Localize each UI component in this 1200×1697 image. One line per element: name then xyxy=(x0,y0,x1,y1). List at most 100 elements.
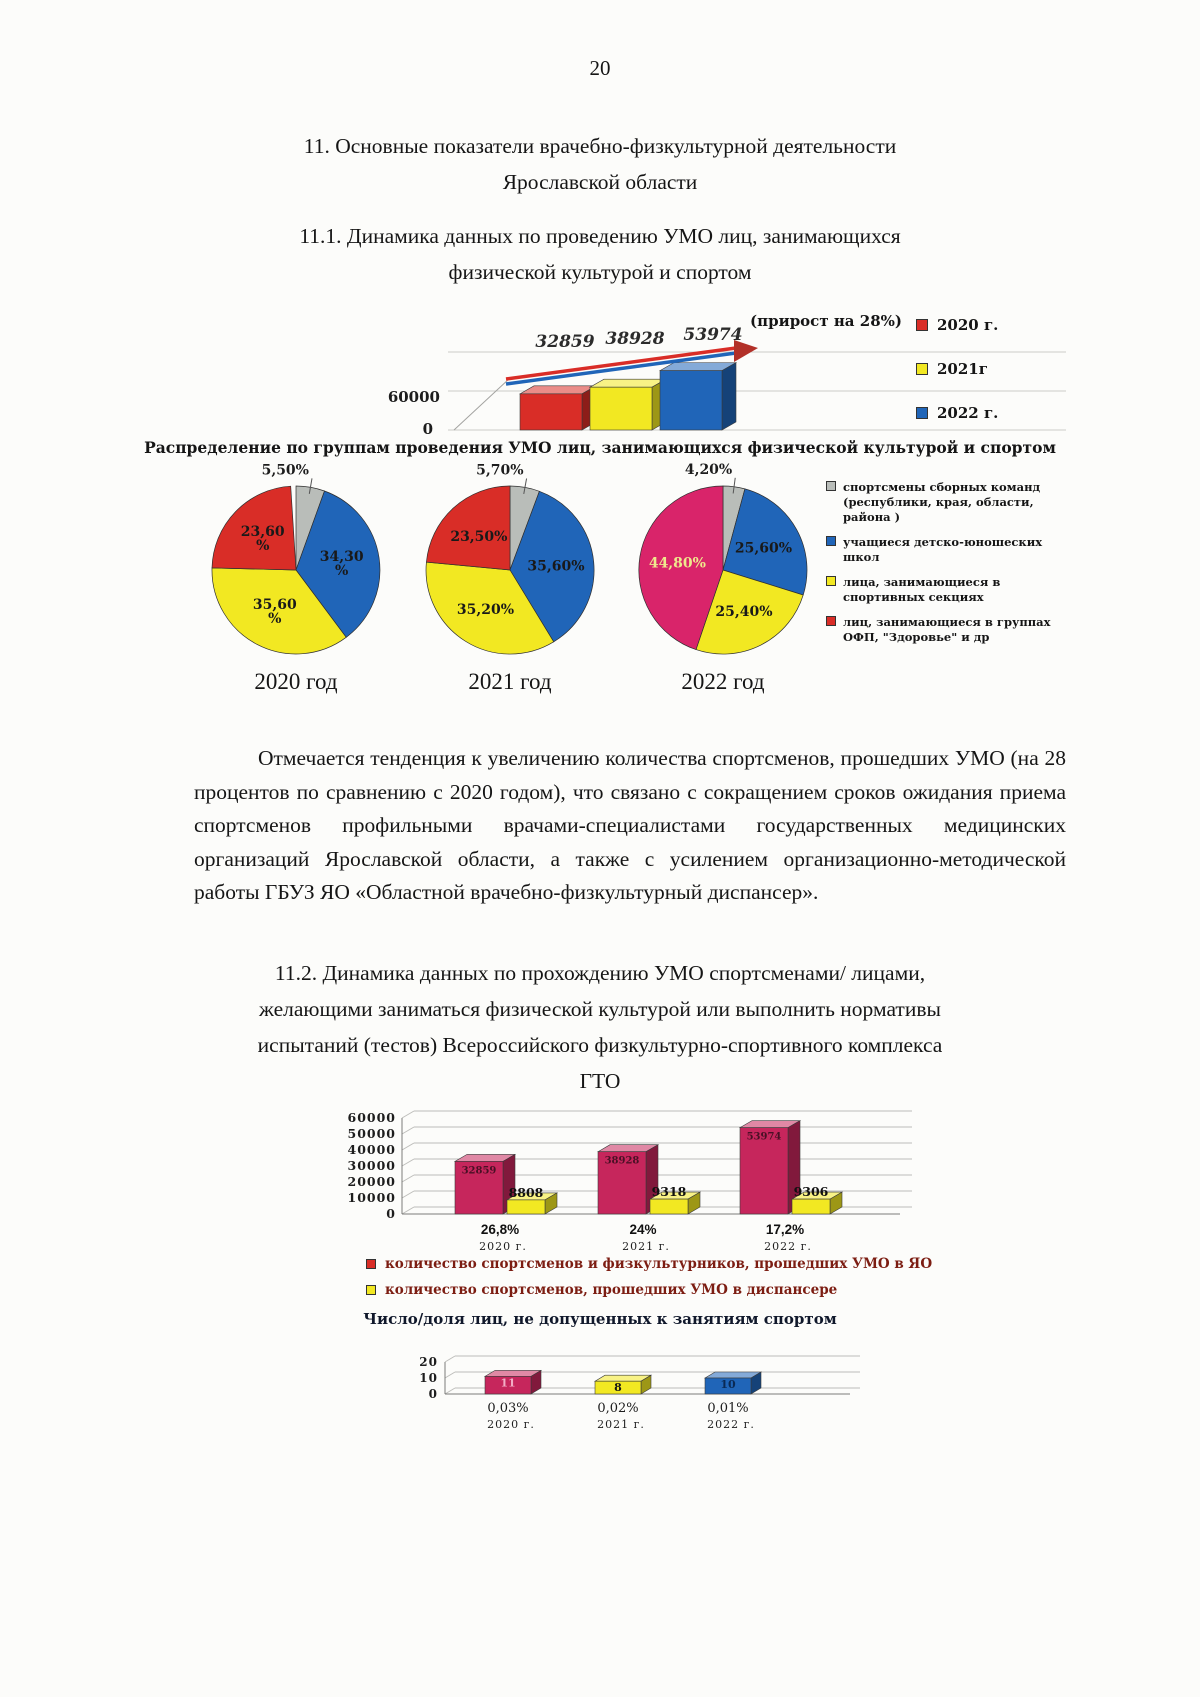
total-bar-2022 г.-side xyxy=(721,362,737,431)
pie-2022-chart: 4,20% 25,60% 25,40% 44,80% xyxy=(638,462,808,655)
not-admitted-bar-2021 г. xyxy=(594,1380,642,1395)
pies-legend-item-sections: лица, занимающиеся в спортивных секциях xyxy=(826,575,1066,605)
pie-slice xyxy=(425,561,555,655)
y-tick: 0 xyxy=(429,1387,438,1401)
legend-item-2021: 2021г xyxy=(916,360,998,378)
pies-legend-label-ofp: лиц, занимающиеся в группах ОФП, "Здоров… xyxy=(843,614,1051,644)
bar-value-label: 9306 xyxy=(794,1184,829,1199)
page-number: 20 xyxy=(589,56,611,80)
dispanser-bar-2021 г. xyxy=(649,1198,689,1215)
legend-swatch-2021 xyxy=(916,363,928,375)
y-tick: 20 xyxy=(419,1355,438,1369)
bar-value-label: 8 xyxy=(614,1381,622,1394)
y-tick: 50000 xyxy=(348,1126,397,1141)
share-label: 0,03% xyxy=(487,1401,528,1416)
bar-value-label: 38928 xyxy=(605,329,664,349)
y-tick: 0 xyxy=(423,420,433,438)
gridline xyxy=(401,1110,415,1119)
pie-2020-year-label: 2020 год xyxy=(254,669,338,694)
legend-swatch-2020 xyxy=(916,319,928,331)
pie-2022-year-label: 2022 год xyxy=(681,669,765,694)
pies-legend-item-schools: учащиеся детско-юношеских школ xyxy=(826,535,1066,565)
pie-slice xyxy=(295,490,381,638)
pie-slice xyxy=(638,485,724,651)
pie-leader-line xyxy=(523,478,528,495)
pies-legend-item-ofp: лиц, занимающиеся в группах ОФП, "Здоров… xyxy=(826,615,1066,645)
trend-arrow-blue-stripe xyxy=(505,351,737,386)
gto-legend-label-umo-yo: количество спортсменов и физкультурников… xyxy=(385,1256,933,1272)
gto-legend-label-dispanser: количество спортсменов, прошедших УМО в … xyxy=(385,1282,838,1298)
bar-value-label: 11 xyxy=(500,1376,515,1389)
umo-bar-2021 г. xyxy=(597,1151,647,1215)
pie-2020-chart: 5,50% 34,30 % 35,60 % 23,60% xyxy=(211,462,381,655)
share-label: 17,2% xyxy=(766,1222,804,1237)
y-tick: 40000 xyxy=(348,1142,397,1157)
gridline xyxy=(444,1371,456,1379)
gridline xyxy=(444,1387,456,1395)
bar-value-label: 53974 xyxy=(747,1132,782,1143)
pies-legend-swatch-schools xyxy=(826,535,836,546)
bar-value-label: 32859 xyxy=(462,1165,497,1176)
share-label: 24% xyxy=(629,1222,656,1237)
bar-value-label: 10 xyxy=(720,1378,736,1391)
gridline xyxy=(401,1190,415,1199)
section-11-2-heading: 11.2. Динамика данных по прохождению УМО… xyxy=(257,961,943,1093)
pie-slice-label: 5,70% xyxy=(476,462,523,478)
y-tick: 30000 xyxy=(348,1158,397,1173)
pies-legend-swatch-teams xyxy=(826,481,836,491)
legend-item-2020: 2020 г. xyxy=(916,316,998,334)
bar-value-label: 8808 xyxy=(509,1185,544,1200)
pies-legend-label-sections: лица, занимающиеся в спортивных секциях xyxy=(843,574,1001,604)
y-tick: 10000 xyxy=(348,1190,397,1205)
x-tick: 2020 г. xyxy=(487,1418,535,1431)
x-tick: 2021 г. xyxy=(597,1418,645,1431)
umo-totals-legend: 2020 г. 2021г 2022 г. xyxy=(916,316,998,448)
dispanser-bar-2020 г. xyxy=(506,1199,546,1215)
bar-value-label: 38928 xyxy=(605,1156,640,1167)
gto-legend-swatch-dispanser xyxy=(366,1285,376,1295)
total-bar-2020 г. xyxy=(519,393,583,431)
pie-slice-label: 34,30% xyxy=(320,549,364,579)
umo-bar-2020 г. xyxy=(454,1161,504,1215)
gridline xyxy=(401,1174,415,1183)
not-admitted-chart: 20 10 0 11 0,03% 2020 г. 8 0,02% 2021 г. 10 0,01% 2… xyxy=(419,1355,860,1431)
pie-slice xyxy=(211,485,297,571)
gto-legend-swatch-umo-yo xyxy=(366,1259,376,1269)
share-label: 0,02% xyxy=(597,1401,638,1416)
pie-slice-label: 35,20% xyxy=(457,602,514,618)
pie-slice-label: 25,40% xyxy=(715,604,772,620)
gridline xyxy=(444,1355,456,1363)
pie-slice-label: 25,60% xyxy=(735,541,792,557)
bar-value-label: 53974 xyxy=(683,325,742,345)
umo-gto-legend: количество спортсменов и физкультурников… xyxy=(366,1256,932,1308)
pie-slice-label: 4,20% xyxy=(685,462,732,478)
not-admitted-title: Число/доля лиц, не допущенных к занятиям… xyxy=(363,1310,837,1328)
gridline xyxy=(401,1158,415,1167)
pie-2021-block: 5,70% 35,60% 35,20% 23,50% 2021 год xyxy=(404,462,616,695)
pies-legend-swatch-sections xyxy=(826,575,836,586)
pie-2020-block: 5,50% 34,30% 35,60% 23,60% 2020 год xyxy=(190,462,402,695)
x-tick: 2020 г. xyxy=(479,1240,527,1253)
bar-value-label: 9318 xyxy=(652,1184,687,1199)
pie-2021-year-label: 2021 год xyxy=(468,669,552,694)
gridline xyxy=(401,1126,415,1135)
pie-2022-block: 4,20% 25,60% 25,40% 44,80% 2022 год xyxy=(617,462,829,695)
gto-legend-item-umo-yo: количество спортсменов и физкультурников… xyxy=(366,1256,932,1272)
total-bar-2021г xyxy=(589,386,653,431)
pies-legend-swatch-ofp xyxy=(826,615,836,626)
trend-arrow-red-stripe xyxy=(505,346,737,381)
body-paragraph: Отмечается тенденция к увеличению количе… xyxy=(194,746,1066,904)
share-label: 0,01% xyxy=(707,1401,748,1416)
section-11-1-heading: 11.1. Динамика данных по проведению УМО … xyxy=(299,224,901,284)
section-11-heading: 11. Основные показатели врачебно-физкуль… xyxy=(303,134,897,194)
pie-slice-label: 35,60% xyxy=(253,597,297,627)
x-tick: 2021 г. xyxy=(622,1240,670,1253)
pies-title: Распределение по группам проведения УМО … xyxy=(144,438,1056,457)
legend-swatch-2022 xyxy=(916,407,928,419)
legend-item-2022: 2022 г. xyxy=(916,404,998,422)
pies-legend: спортсмены сборных команд (республики, к… xyxy=(826,480,1066,654)
growth-annotation: (прирост на 28%) xyxy=(750,312,902,330)
total-bar-2022 г. xyxy=(659,370,723,431)
pie-slice xyxy=(426,485,511,571)
